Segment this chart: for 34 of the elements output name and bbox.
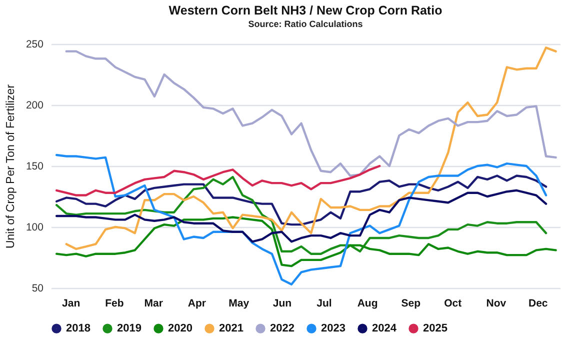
x-tick-label: Oct	[444, 298, 462, 310]
chart-title: Western Corn Belt NH3 / New Crop Corn Ratio	[168, 4, 443, 18]
y-tick-label: 150	[26, 160, 44, 172]
chart-subtitle: Source: Ratio Calculations	[248, 19, 363, 29]
x-tick-label: Nov	[486, 298, 506, 310]
y-tick-label: 200	[26, 100, 44, 112]
line-series	[55, 154, 548, 286]
x-tick-label: Apr	[188, 298, 206, 310]
legend-label: 2025	[423, 322, 448, 335]
legend-label: 2020	[168, 322, 192, 335]
x-tick-label: Feb	[105, 298, 124, 310]
x-tick-label: May	[228, 298, 250, 310]
x-tick-label: Jun	[272, 298, 292, 310]
line-series	[55, 174, 548, 226]
x-tick-label: Sep	[401, 298, 421, 310]
line-series	[65, 46, 557, 250]
line-series	[55, 164, 381, 196]
x-tick-label: Jul	[316, 298, 332, 310]
line-series	[65, 50, 557, 177]
legend-label: 2022	[270, 322, 294, 335]
legend-label: 2021	[219, 322, 244, 335]
legend-label: 2023	[321, 322, 346, 335]
y-tick-label: 250	[26, 38, 44, 50]
y-axis-title: Unit of Crop Per Ton of Fertilizer	[4, 84, 17, 249]
y-tick-label: 100	[26, 222, 44, 234]
legend-label: 2019	[117, 322, 142, 335]
x-tick-label: Dec	[528, 298, 548, 310]
x-tick-label: Mar	[144, 298, 163, 310]
y-tick-label: 50	[32, 282, 44, 294]
legend-label: 2024	[372, 322, 398, 335]
legend-label: 2018	[66, 322, 90, 335]
line-series	[55, 189, 548, 243]
x-tick-label: Jan	[62, 298, 80, 310]
x-tick-label: Aug	[357, 298, 378, 310]
